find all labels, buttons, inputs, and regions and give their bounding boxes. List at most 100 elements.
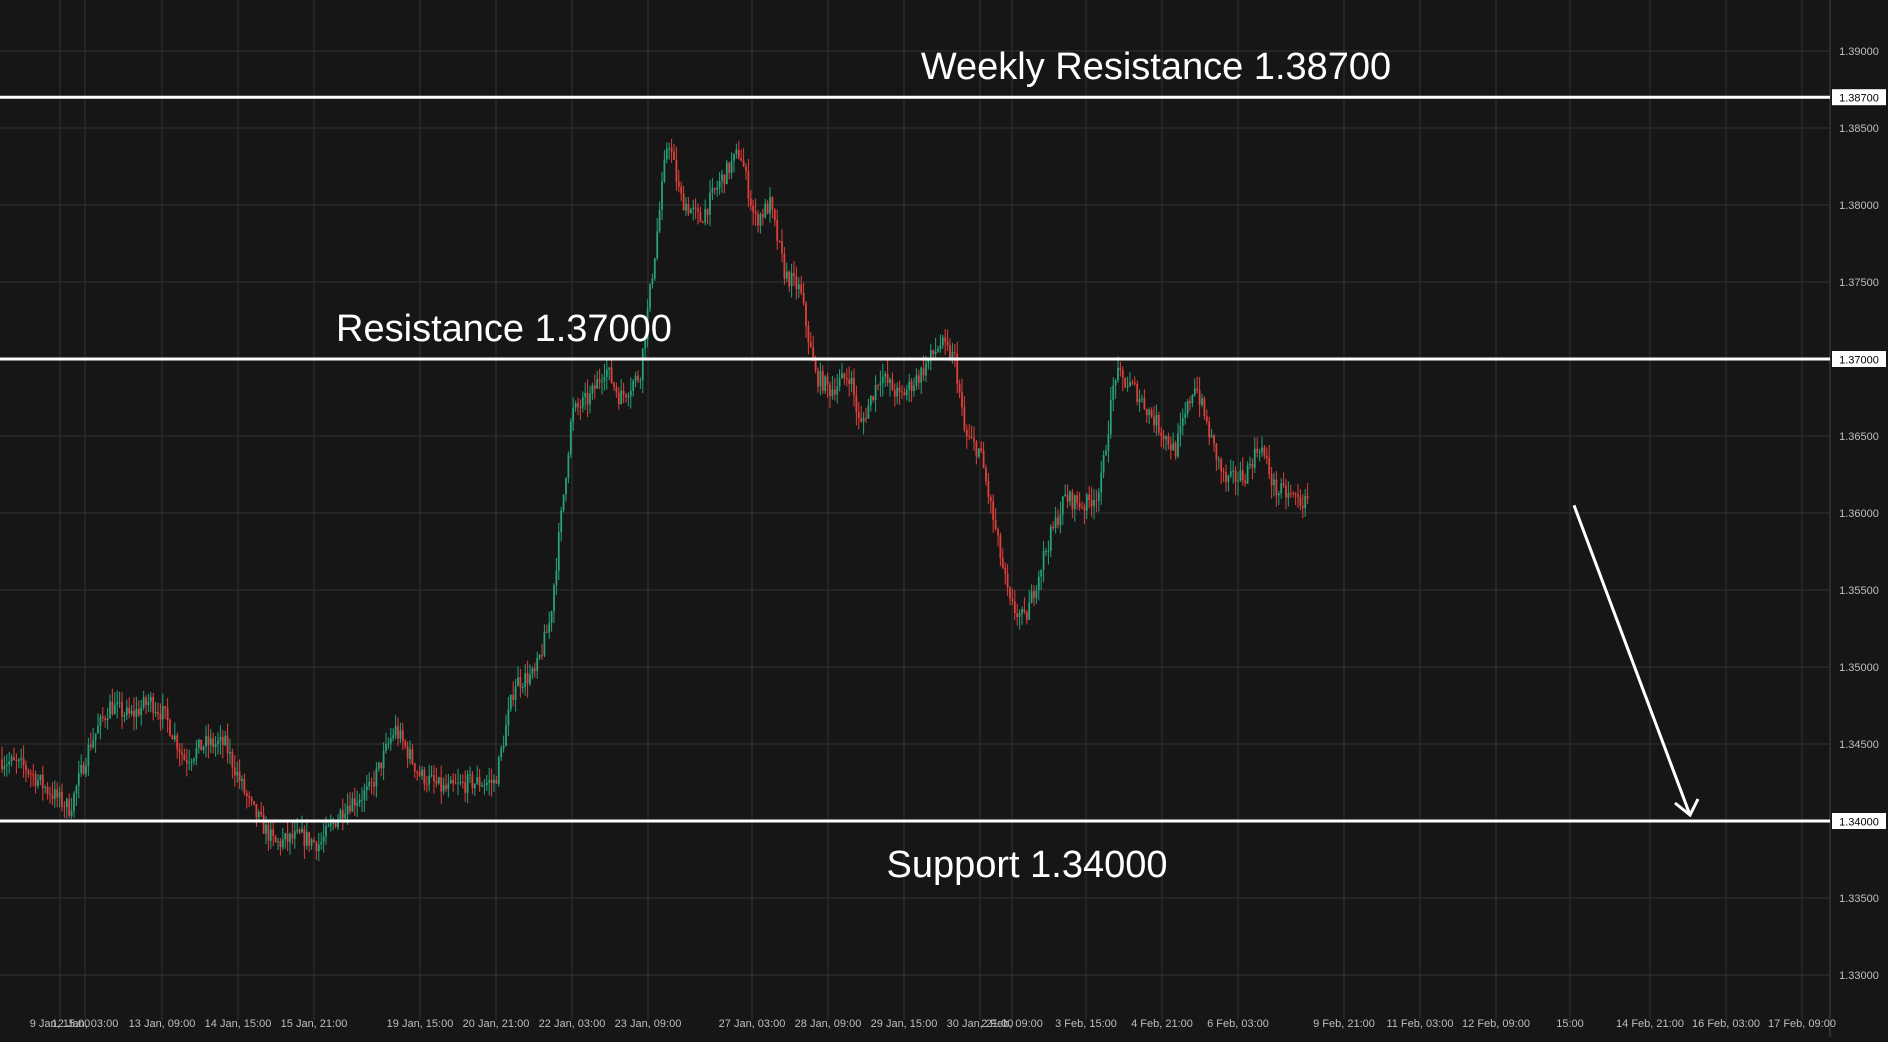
- candle-bullish: [1280, 483, 1283, 494]
- candle-bearish: [1222, 471, 1225, 473]
- x-tick-label: 9 Feb, 21:00: [1313, 1018, 1375, 1030]
- candle-bearish: [1174, 443, 1177, 457]
- candle-bearish: [1251, 463, 1254, 468]
- candle-bearish: [425, 784, 428, 786]
- candle-bearish: [997, 528, 999, 536]
- candle-bullish: [466, 774, 469, 793]
- candle-bearish: [677, 181, 680, 187]
- candle-bullish: [339, 810, 342, 820]
- candle-bullish: [634, 375, 637, 382]
- candle-bearish: [821, 370, 824, 392]
- candle-bearish: [848, 379, 851, 385]
- candle-bearish: [999, 535, 1002, 559]
- x-tick-label: 11 Feb, 03:00: [1386, 1018, 1453, 1030]
- candle-bearish: [809, 342, 812, 347]
- x-tick-label: 29 Jan, 15:00: [871, 1018, 938, 1030]
- candle-bullish: [385, 744, 387, 751]
- candle-bearish: [370, 782, 373, 784]
- candle-bearish: [593, 385, 596, 389]
- candle-bearish: [541, 655, 543, 657]
- x-tick-label: 20 Jan, 21:00: [463, 1018, 530, 1030]
- candle-bullish: [704, 208, 707, 223]
- candle-bullish: [375, 768, 378, 787]
- candle-bearish: [795, 275, 798, 290]
- price-tag-background: [1832, 351, 1886, 367]
- candle-bearish: [286, 833, 289, 842]
- candle-bearish: [471, 774, 474, 789]
- candle-bearish: [133, 710, 135, 717]
- candle-bullish: [1069, 491, 1071, 502]
- candle-bearish: [1285, 485, 1287, 498]
- candle-bullish: [1126, 386, 1129, 388]
- candle-bullish: [289, 833, 291, 842]
- candle-bullish: [469, 774, 471, 776]
- candle-bearish: [829, 384, 831, 397]
- candle-bullish: [608, 367, 611, 370]
- y-tick-label: 1.37500: [1839, 277, 1879, 289]
- candle-bullish: [560, 510, 563, 533]
- candle-bullish: [337, 819, 339, 828]
- candle-bullish: [850, 377, 853, 385]
- candle-bullish: [1201, 398, 1203, 405]
- candle-bullish: [797, 284, 800, 290]
- candle-bullish: [197, 739, 200, 748]
- candle-bearish: [22, 758, 25, 766]
- candle-bearish: [183, 754, 186, 761]
- candle-bearish: [845, 378, 848, 380]
- candle-bullish: [869, 396, 872, 406]
- candle-bearish: [814, 361, 817, 371]
- candle-bullish: [562, 494, 565, 511]
- candle-bullish: [644, 339, 647, 349]
- y-tick-label: 1.33500: [1839, 893, 1879, 905]
- candle-bearish: [673, 151, 675, 160]
- candle-bullish: [1210, 435, 1213, 438]
- candle-bullish: [1232, 470, 1235, 472]
- candle-bearish: [212, 738, 215, 747]
- candle-bearish: [1006, 573, 1009, 588]
- candle-bearish: [1268, 458, 1271, 474]
- candle-bullish: [329, 823, 332, 826]
- candle-bullish: [716, 187, 719, 190]
- candle-bearish: [452, 780, 455, 784]
- candle-bullish: [1172, 443, 1175, 451]
- candle-bullish: [387, 743, 390, 745]
- candle-bullish: [17, 759, 20, 762]
- candle-bearish: [985, 468, 987, 482]
- candle-bullish: [721, 174, 723, 181]
- candle-bearish: [243, 778, 246, 794]
- candle-bullish: [365, 786, 368, 791]
- candle-bearish: [1244, 480, 1247, 484]
- candle-bullish: [77, 773, 80, 787]
- candle-bullish: [524, 673, 527, 688]
- candle-bullish: [310, 839, 313, 846]
- candle-bullish: [332, 822, 335, 824]
- candle-bullish: [514, 686, 517, 700]
- y-tick-label: 1.33000: [1839, 970, 1879, 982]
- candle-bullish: [327, 825, 330, 827]
- candle-bearish: [577, 403, 579, 407]
- x-tick-label: 9 Jan, 15:00: [30, 1018, 91, 1030]
- candle-bearish: [267, 824, 270, 841]
- candle-bullish: [147, 701, 150, 705]
- candle-bullish: [3, 766, 6, 770]
- candle-bearish: [373, 782, 375, 787]
- candle-bearish: [958, 383, 961, 393]
- candle-bullish: [430, 775, 433, 777]
- candle-bullish: [831, 389, 834, 397]
- candle-bearish: [728, 162, 731, 173]
- candle-bullish: [1273, 479, 1275, 486]
- candle-bullish: [896, 387, 899, 397]
- candle-bullish: [214, 744, 217, 747]
- candle-bullish: [428, 775, 431, 785]
- candle-bearish: [46, 787, 49, 794]
- candle-bullish: [529, 674, 531, 684]
- candle-bearish: [404, 741, 407, 747]
- candle-bullish: [229, 751, 231, 754]
- candle-bearish: [61, 791, 63, 807]
- candle-bearish: [865, 417, 867, 419]
- candle-bearish: [1081, 506, 1083, 508]
- candle-bearish: [891, 379, 894, 391]
- candle-bearish: [1052, 526, 1055, 528]
